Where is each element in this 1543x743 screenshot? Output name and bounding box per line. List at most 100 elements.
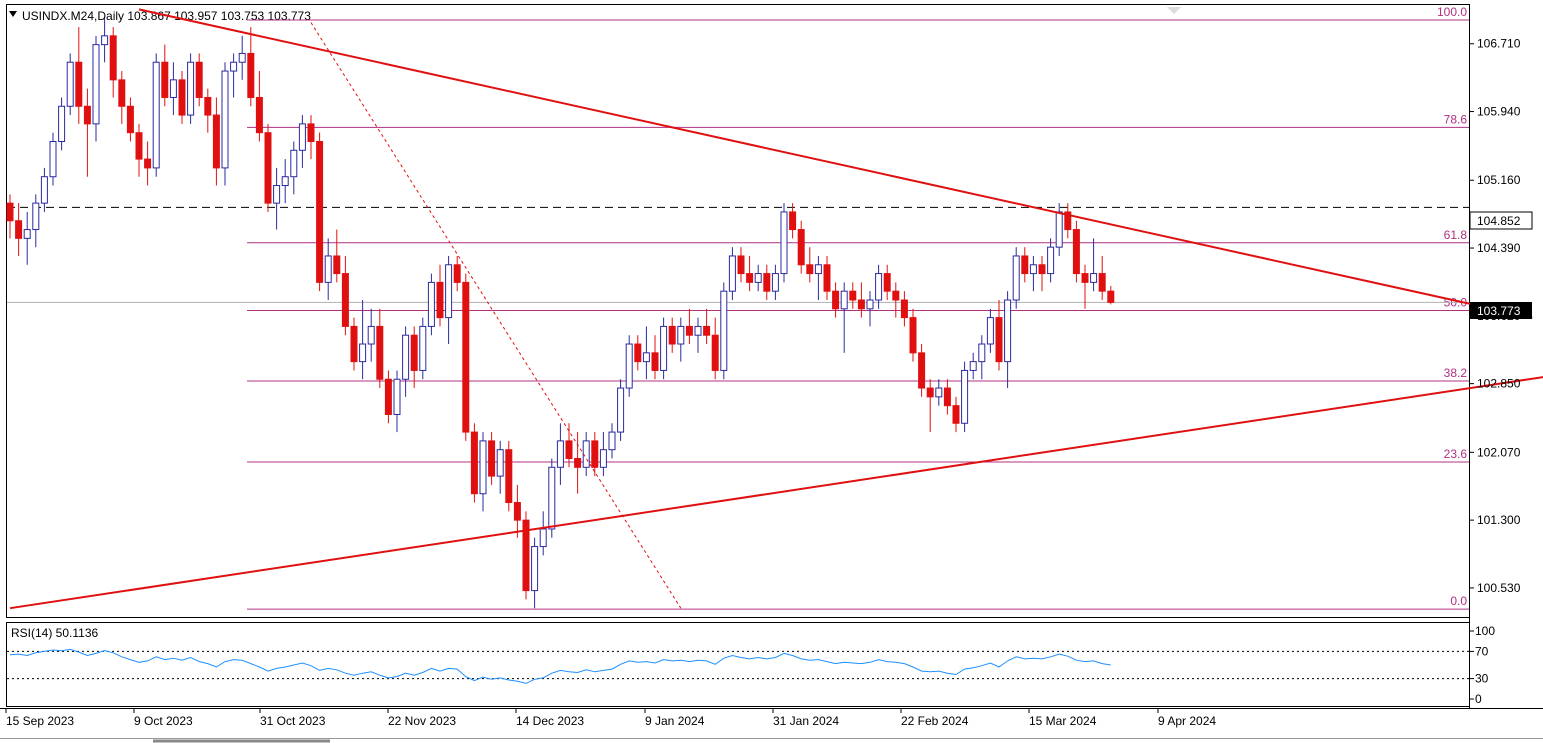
candle [737, 247, 745, 283]
current-price-box: 103.773 [1470, 302, 1532, 319]
candle-body [522, 519, 530, 592]
candle [513, 484, 521, 538]
candle [926, 379, 934, 433]
price-tick-label: 101.300 [1477, 513, 1521, 527]
candle-body [6, 202, 14, 222]
candle-body [883, 273, 891, 292]
candle-body [574, 457, 582, 468]
candle [565, 423, 573, 468]
candle [892, 282, 900, 318]
candle-body [505, 449, 513, 504]
candle [849, 282, 857, 309]
shift-marker-icon[interactable] [1167, 7, 1181, 14]
candle [273, 167, 281, 230]
trendlines[interactable] [9, 8, 1543, 610]
candle-body [720, 290, 728, 371]
candle-body [350, 325, 358, 363]
candle-body [15, 220, 23, 239]
candle [943, 379, 951, 415]
candle [1029, 255, 1037, 292]
time-tick-label: 14 Dec 2023 [516, 714, 584, 728]
candle-body [1004, 299, 1012, 363]
candle [359, 299, 367, 380]
candle-body [307, 123, 315, 142]
candle [221, 62, 229, 186]
candle-body [935, 387, 943, 398]
candle-body [92, 44, 100, 125]
candle [866, 291, 874, 327]
candle-body [230, 61, 238, 72]
candle-body [445, 264, 453, 319]
candle-body [703, 325, 711, 336]
candle [694, 317, 702, 353]
candle-body [513, 502, 521, 521]
candle [995, 299, 1003, 371]
candle [40, 167, 48, 212]
candle [281, 159, 289, 204]
candle-body [290, 149, 298, 178]
candle [384, 370, 392, 424]
rsi-plot-frame [6, 622, 1470, 707]
candle [754, 264, 762, 292]
time-axis: 15 Sep 2023 9 Oct 2023 31 Oct 2023 22 Nov 2… [5, 708, 1216, 728]
candle [453, 255, 461, 292]
candle [23, 211, 31, 265]
candle-body [221, 70, 229, 169]
candle [668, 317, 676, 353]
candle-body [840, 290, 848, 310]
candle-body [599, 449, 607, 468]
candle [350, 317, 358, 371]
candle [152, 53, 160, 177]
candle-body [1098, 273, 1106, 292]
candle [677, 317, 685, 362]
time-tick-label: 22 Nov 2023 [388, 714, 456, 728]
time-tick-label: 15 Sep 2023 [6, 714, 74, 728]
candle [1004, 291, 1012, 389]
fib-level-label: 78.6 [1444, 112, 1468, 126]
time-tick-label: 22 Feb 2024 [901, 714, 969, 728]
candle-body [582, 440, 590, 468]
candle [307, 115, 315, 160]
candle [728, 247, 736, 300]
time-tick-label: 31 Oct 2023 [260, 714, 326, 728]
candle-body [169, 79, 177, 98]
candle-body [32, 202, 40, 231]
candle-body [298, 123, 306, 151]
candle-body [324, 255, 332, 283]
candle [961, 361, 969, 433]
marked-level-label: 104.852 [1477, 214, 1521, 228]
candle-body [1038, 264, 1046, 275]
candle [6, 194, 14, 239]
candle-body [393, 378, 401, 415]
candle-body [694, 325, 702, 336]
current-price-label: 103.773 [1477, 304, 1521, 318]
candle-body [66, 61, 74, 107]
candle [367, 308, 375, 362]
rsi-tick-label: 30 [1475, 672, 1489, 686]
price-tick-label: 104.390 [1477, 241, 1521, 255]
candle [32, 194, 40, 248]
candle-body [359, 343, 367, 363]
candle [58, 97, 66, 151]
candle [333, 229, 341, 283]
candle-body [238, 52, 246, 63]
candle-body [384, 378, 392, 415]
candle-body [909, 317, 917, 354]
candle-body [341, 273, 349, 327]
candle [178, 71, 186, 124]
candle [651, 335, 659, 380]
candle [711, 317, 719, 380]
candle-body [651, 352, 659, 371]
time-tick-label: 31 Jan 2024 [773, 714, 839, 728]
candle [316, 132, 324, 292]
price-tick-label: 105.160 [1477, 173, 1521, 187]
candle [479, 432, 487, 512]
candle [1098, 255, 1106, 300]
candle-body [264, 132, 272, 204]
candle-body [763, 273, 771, 292]
candle-body [986, 317, 994, 345]
candle [832, 282, 840, 318]
marked-level-line [7, 206, 1469, 303]
collapse-triangle-icon[interactable] [9, 11, 17, 17]
